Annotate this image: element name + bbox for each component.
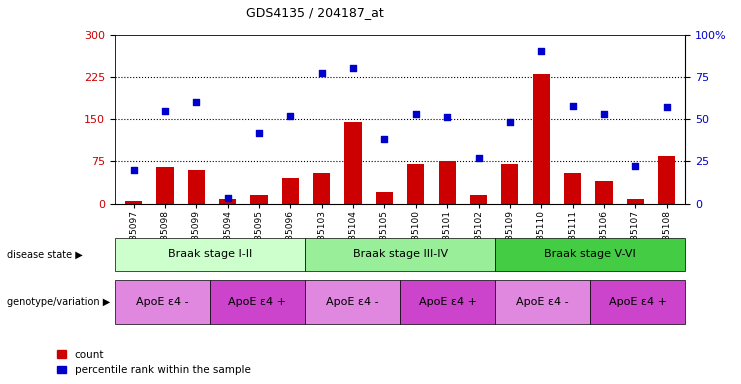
Bar xyxy=(156,167,173,204)
Bar xyxy=(564,172,581,204)
Text: Braak stage V-VI: Braak stage V-VI xyxy=(545,249,637,260)
Text: ApoE ε4 +: ApoE ε4 + xyxy=(609,297,667,308)
Text: genotype/variation ▶: genotype/variation ▶ xyxy=(7,297,110,308)
Point xyxy=(441,114,453,121)
Point xyxy=(285,113,296,119)
Bar xyxy=(219,199,236,204)
Point xyxy=(127,167,139,173)
Point xyxy=(190,99,202,105)
Point xyxy=(159,108,171,114)
Text: Braak stage III-IV: Braak stage III-IV xyxy=(353,249,448,260)
Point xyxy=(379,136,391,142)
Bar xyxy=(250,195,268,204)
Bar xyxy=(501,164,519,204)
Text: ApoE ε4 -: ApoE ε4 - xyxy=(136,297,189,308)
Point xyxy=(598,111,610,117)
Bar xyxy=(408,164,425,204)
Point xyxy=(504,119,516,126)
Bar xyxy=(595,181,613,204)
Bar xyxy=(627,199,644,204)
Bar xyxy=(282,178,299,204)
Bar xyxy=(125,201,142,204)
Text: ApoE ε4 +: ApoE ε4 + xyxy=(419,297,476,308)
Point xyxy=(661,104,673,110)
Text: ApoE ε4 -: ApoE ε4 - xyxy=(326,297,379,308)
Bar xyxy=(439,161,456,204)
Point xyxy=(410,111,422,117)
Point xyxy=(567,103,579,109)
Point xyxy=(316,70,328,76)
Bar xyxy=(376,192,393,204)
Text: disease state ▶: disease state ▶ xyxy=(7,249,83,260)
Point xyxy=(629,163,641,169)
Bar xyxy=(313,172,330,204)
Point xyxy=(253,129,265,136)
Point xyxy=(222,195,233,202)
Point xyxy=(535,48,547,55)
Text: Braak stage I-II: Braak stage I-II xyxy=(167,249,252,260)
Legend: count, percentile rank within the sample: count, percentile rank within the sample xyxy=(57,350,250,375)
Bar xyxy=(533,74,550,204)
Bar xyxy=(187,170,205,204)
Point xyxy=(348,65,359,71)
Text: GDS4135 / 204187_at: GDS4135 / 204187_at xyxy=(246,6,383,19)
Bar xyxy=(658,156,675,204)
Text: ApoE ε4 +: ApoE ε4 + xyxy=(228,297,287,308)
Text: ApoE ε4 -: ApoE ε4 - xyxy=(516,297,569,308)
Bar xyxy=(470,195,487,204)
Bar xyxy=(345,122,362,204)
Point xyxy=(473,155,485,161)
